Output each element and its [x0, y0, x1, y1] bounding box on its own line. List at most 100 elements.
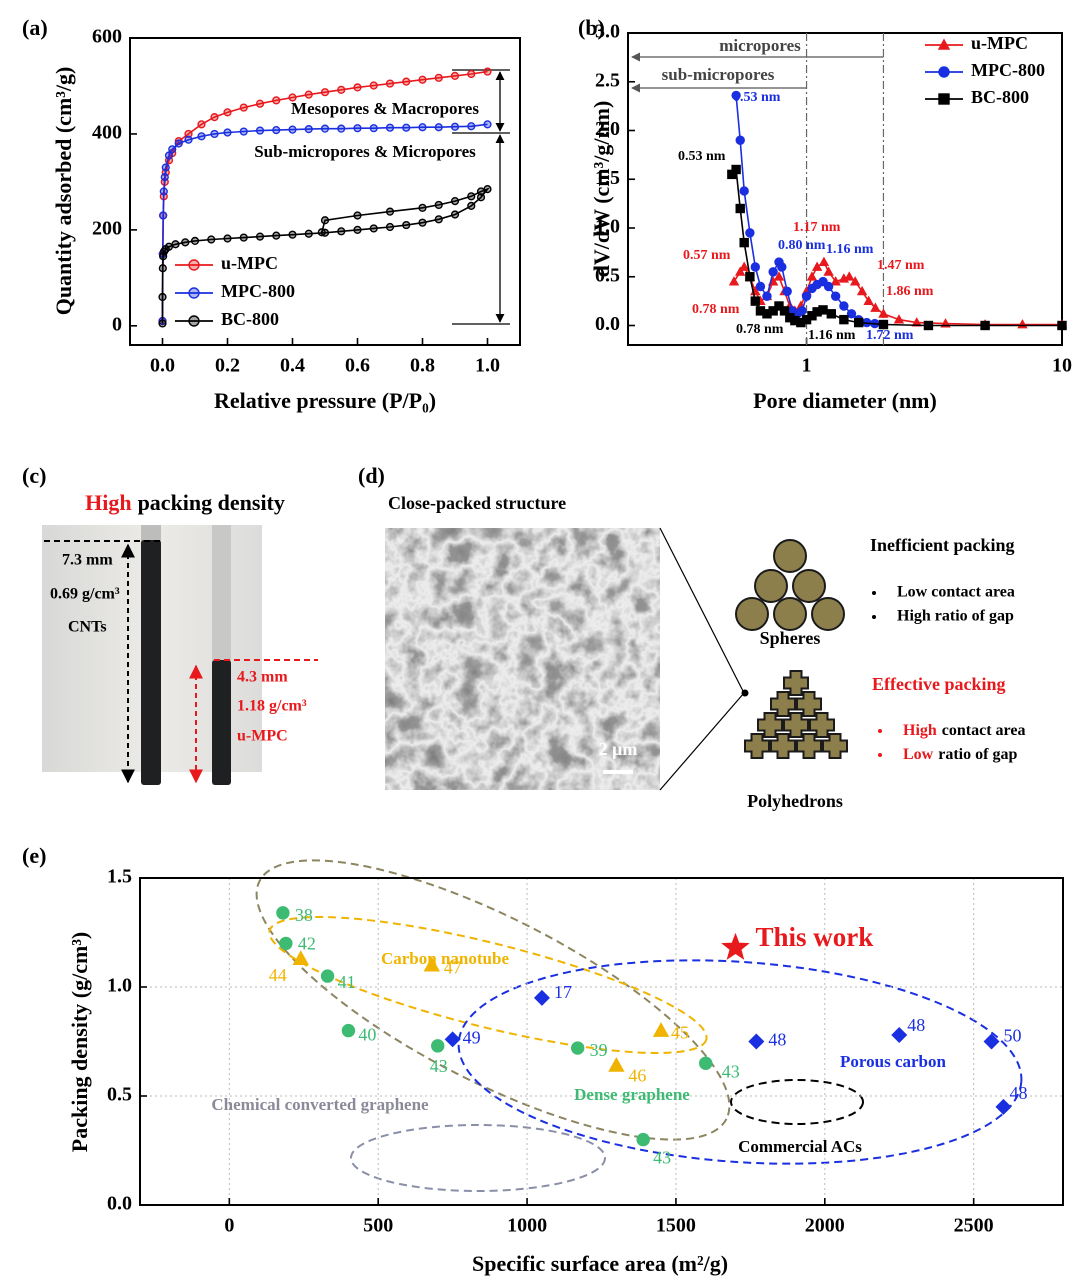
x-axis-label: Relative pressure (P/P₀) [214, 388, 436, 413]
point [158, 264, 167, 273]
heading: Inefficient packing [870, 535, 1015, 555]
point [570, 1041, 585, 1055]
annotation: Dense graphene [574, 1085, 690, 1104]
point [983, 1033, 1000, 1050]
y-tick-label: 600 [92, 26, 122, 48]
point-label: 42 [298, 934, 316, 954]
point [255, 232, 265, 241]
annotation: 0.53 nm [733, 90, 781, 105]
point [159, 187, 168, 196]
point: High contact area [903, 722, 1025, 739]
point [652, 1022, 670, 1037]
point [353, 211, 362, 220]
plot-frame [139, 877, 1064, 1206]
point [276, 906, 290, 920]
point [337, 227, 346, 236]
legend-label: BC-800 [971, 87, 1029, 107]
y-tick-label: 0 [112, 313, 122, 335]
point [467, 201, 476, 210]
point [431, 1039, 445, 1053]
y-tick-label: 0.5 [107, 1084, 132, 1106]
legend-label: u-MPC [971, 33, 1028, 53]
polyhedrons [744, 670, 848, 759]
point [870, 302, 881, 312]
point [423, 956, 440, 972]
point-label: 43 [430, 1056, 448, 1076]
spheres-name: Spheres [760, 628, 821, 648]
highlight: High [85, 490, 131, 515]
point [164, 151, 174, 160]
point [317, 228, 326, 237]
point [272, 126, 281, 135]
y-tick-label: 1.0 [107, 975, 132, 997]
point [210, 113, 219, 122]
cnt-name: CNTs [68, 619, 107, 636]
point-label: This work [755, 922, 873, 952]
point [164, 242, 174, 251]
point [483, 67, 492, 76]
point-label: 48 [1009, 1083, 1027, 1103]
point-label: 41 [338, 972, 356, 992]
panel-label: (a) [22, 15, 48, 40]
point [434, 73, 443, 82]
heading: Effective packing [872, 674, 1005, 694]
point [223, 108, 232, 117]
point [779, 306, 790, 316]
x-axis-label: Specific surface area (m²/g) [472, 1251, 728, 1276]
annotation: Sub-micropores & Micropores [254, 142, 476, 161]
point [418, 203, 427, 212]
point [750, 296, 760, 306]
point [830, 276, 841, 286]
point [239, 127, 248, 136]
sem-texture [385, 528, 660, 790]
point [402, 77, 411, 86]
panel-label: (e) [22, 843, 46, 868]
point [806, 271, 818, 281]
zoom-dot [741, 689, 749, 697]
point-label: 46 [628, 1066, 646, 1086]
point [320, 216, 330, 225]
point [774, 301, 784, 311]
x-tick-label: 0.4 [280, 355, 305, 377]
legend-label: MPC-800 [221, 281, 295, 301]
title-rest: packing density [138, 490, 285, 515]
series-line [161, 187, 490, 324]
plot-frame [627, 32, 1063, 346]
point [878, 308, 889, 318]
point [158, 319, 167, 328]
x-tick-label: 2500 [954, 1215, 994, 1237]
point [239, 233, 248, 242]
point-label: 38 [295, 905, 313, 925]
polyhedron [744, 733, 770, 759]
point [385, 123, 395, 132]
point [288, 230, 297, 239]
point [353, 225, 362, 234]
point-label: 49 [463, 1027, 481, 1047]
polyhedron [770, 691, 796, 717]
bullet [872, 591, 876, 595]
legend-marker [938, 66, 950, 78]
point [197, 132, 206, 141]
point [467, 192, 476, 201]
point [995, 1098, 1012, 1115]
point [369, 81, 378, 90]
point [1017, 319, 1028, 329]
bullet [878, 729, 882, 733]
legend-label: BC-800 [221, 309, 279, 329]
annotation: 0.57 nm [683, 248, 731, 263]
bullet [872, 615, 876, 619]
point [830, 291, 841, 301]
point [402, 123, 411, 132]
point [353, 124, 362, 133]
point-label: 50 [1004, 1026, 1022, 1046]
panel-title: High packing density [85, 490, 285, 515]
point [818, 305, 828, 315]
point [207, 235, 216, 244]
point-rest: contact area [942, 722, 1026, 739]
annotation: 1.72 nm [866, 328, 914, 343]
point [239, 103, 248, 112]
polyhedron [783, 712, 809, 738]
point [292, 950, 309, 965]
point [533, 989, 550, 1006]
point [608, 1057, 625, 1072]
